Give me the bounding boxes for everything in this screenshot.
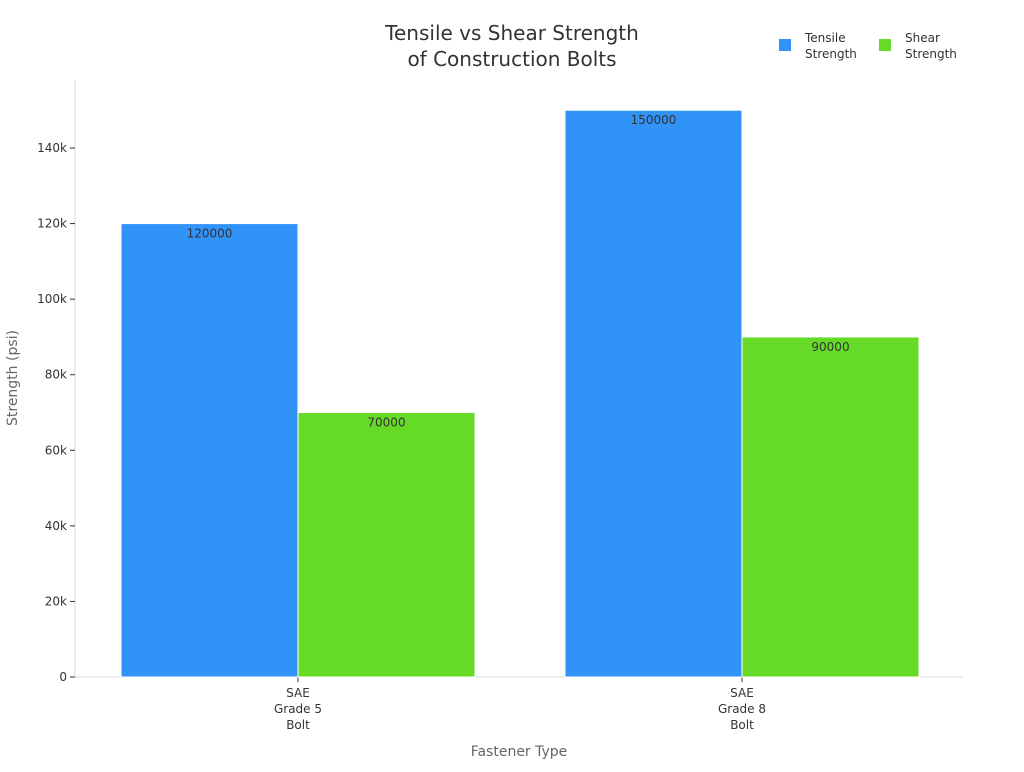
x-tick-label: Bolt	[730, 718, 754, 732]
data-label: 70000	[367, 416, 405, 430]
bar	[564, 109, 743, 678]
y-tick-label: 140k	[37, 141, 67, 155]
x-tick-label: SAE	[730, 686, 754, 700]
y-tick-label: 100k	[37, 292, 67, 306]
bar	[741, 336, 920, 678]
axes: 0 20k 40k 60k 80k 100k 120k 140k SAE Grade 5 Bolt S…	[37, 80, 963, 732]
x-tick-label: Grade 8	[718, 702, 766, 716]
x-tick-label: Grade 5	[274, 702, 322, 716]
data-label: 90000	[811, 340, 849, 354]
data-label: 120000	[187, 227, 233, 241]
y-axis-title: Strength (psi)	[5, 330, 21, 426]
y-tick-label: 120k	[37, 217, 67, 231]
x-axis-title: Fastener Type	[471, 744, 568, 760]
data-label: 150000	[631, 113, 677, 127]
y-tick-label: 20k	[45, 594, 67, 608]
legend-swatch	[879, 39, 891, 51]
y-tick-label: 60k	[45, 443, 67, 457]
legend-label: Tensile	[804, 31, 846, 45]
x-tick-label: SAE	[286, 686, 310, 700]
y-tick-label: 0	[59, 670, 67, 684]
legend: Tensile Strength Shear Strength	[779, 31, 957, 61]
bar	[120, 223, 299, 678]
data-labels: 120000 150000 70000 90000	[187, 113, 850, 429]
legend-swatch	[779, 39, 791, 51]
y-tick-label: 40k	[45, 519, 67, 533]
bar	[297, 412, 476, 678]
chart-title-line: Tensile vs Shear Strength	[384, 21, 639, 45]
x-tick-label: Bolt	[286, 718, 310, 732]
chart-title-line: of Construction Bolts	[407, 47, 616, 71]
legend-label: Shear	[905, 31, 940, 45]
legend-label: Strength	[905, 47, 957, 61]
bars	[120, 109, 920, 678]
legend-label: Strength	[805, 47, 857, 61]
y-tick-label: 80k	[45, 368, 67, 382]
